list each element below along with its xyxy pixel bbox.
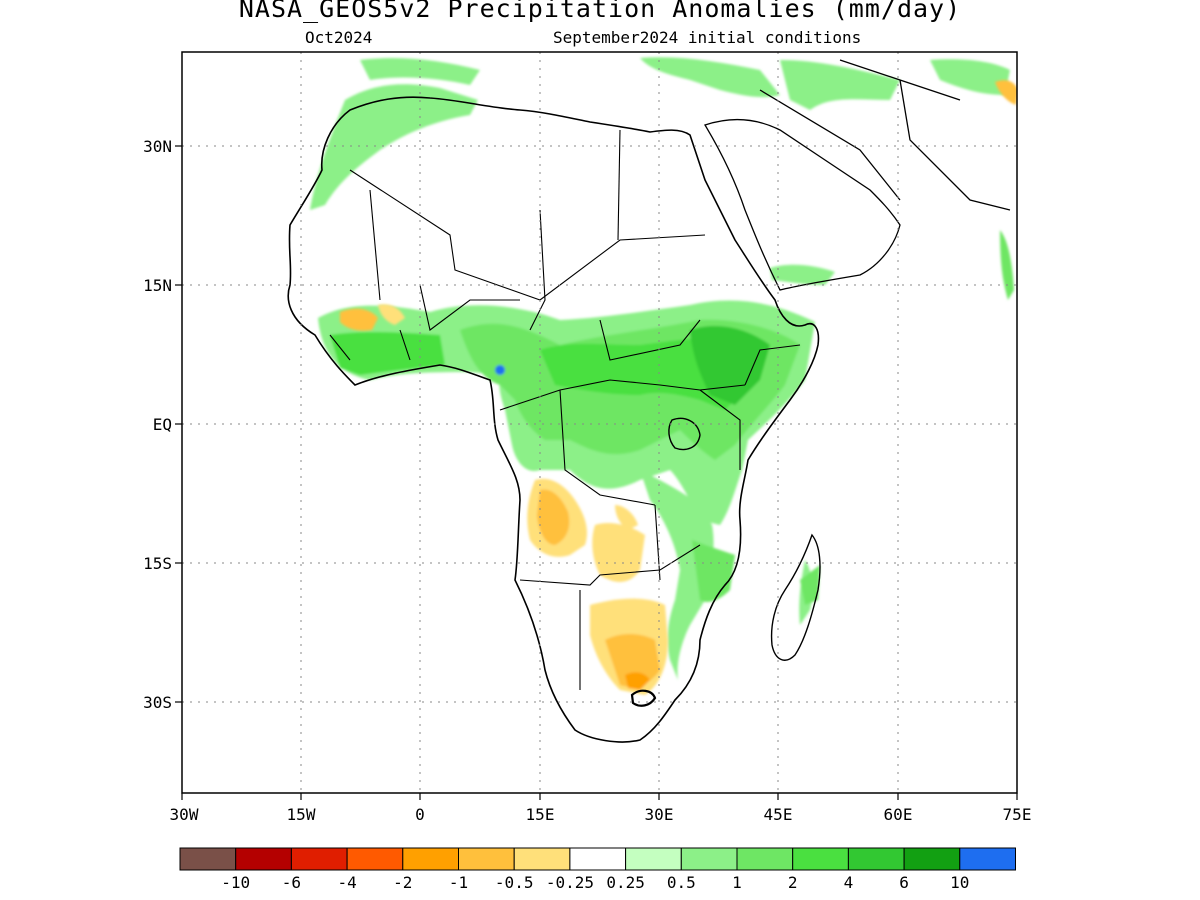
y-tick-30n: 30N	[143, 137, 172, 156]
legend-swatch	[847, 847, 905, 871]
legend-swatch	[402, 847, 459, 871]
legend-label: 10	[950, 873, 969, 892]
y-tick-15n: 15N	[143, 276, 172, 295]
x-tick-45e: 45E	[764, 805, 793, 824]
map-title: NASA_GEOS5v2 Precipitation Anomalies (mm…	[238, 0, 962, 23]
anomaly-wet-regions	[310, 57, 1014, 680]
legend-swatch	[625, 847, 682, 871]
x-tick-75e: 75E	[1003, 805, 1032, 824]
initial-conditions: September2024 initial conditions	[553, 28, 862, 47]
legend-label: -2	[393, 873, 412, 892]
legend-swatch	[513, 847, 571, 871]
legend-labels: -10 -6 -4 -2 -1 -0.5 -0.25 0.25 0.5 1 2 4 6 10	[221, 873, 969, 892]
legend-label: 2	[788, 873, 798, 892]
legend-label: -6	[282, 873, 301, 892]
legend-label: -4	[337, 873, 356, 892]
gridlines	[182, 52, 1017, 793]
anomaly-dry-regions	[340, 80, 1017, 695]
y-tick-eq: EQ	[153, 415, 172, 434]
legend-label: -10	[221, 873, 250, 892]
legend-label: 0.5	[667, 873, 696, 892]
legend-label: 1	[732, 873, 742, 892]
x-tick-30e: 30E	[645, 805, 674, 824]
x-tick-15w: 15W	[287, 805, 316, 824]
legend-swatch	[235, 847, 292, 871]
legend-swatch	[290, 847, 348, 871]
arabia-outline	[704, 59, 1011, 291]
y-tick-labels: 30N 15N EQ 15S 30S	[143, 137, 172, 712]
legend-swatch	[903, 847, 961, 871]
x-tick-labels: 30W 15W 0 15E 30E 45E 60E 75E	[170, 805, 1032, 824]
country-borders	[329, 129, 801, 690]
legend-swatch	[569, 847, 627, 871]
legend-swatch	[179, 847, 237, 871]
legend-label: -0.25	[546, 873, 594, 892]
legend-swatch	[680, 847, 738, 871]
legend-label: -1	[449, 873, 468, 892]
x-tick-marks	[181, 793, 1018, 800]
madagascar-outline	[770, 533, 821, 661]
legend-swatch	[736, 847, 794, 871]
lake-victoria	[668, 417, 701, 451]
legend-swatch	[959, 847, 1016, 871]
x-tick-15e: 15E	[526, 805, 555, 824]
legend-swatch	[792, 847, 849, 871]
x-tick-60e: 60E	[884, 805, 913, 824]
forecast-month: Oct2024	[305, 28, 373, 47]
lesotho	[630, 689, 657, 707]
legend-swatch	[346, 847, 404, 871]
x-tick-30w: 30W	[170, 805, 199, 824]
x-tick-0: 0	[415, 805, 425, 824]
legend-label: 4	[844, 873, 854, 892]
legend-swatch	[458, 847, 515, 871]
legend-label: -0.5	[495, 873, 534, 892]
legend-label: 0.25	[606, 873, 645, 892]
legend-label: 6	[899, 873, 909, 892]
legend-colorbar	[179, 847, 1016, 871]
map-content	[287, 57, 1017, 743]
map-frame	[181, 51, 1018, 794]
africa-outline	[287, 96, 820, 743]
y-tick-marks	[175, 145, 182, 703]
y-tick-15s: 15S	[143, 554, 172, 573]
y-tick-30s: 30S	[143, 693, 172, 712]
